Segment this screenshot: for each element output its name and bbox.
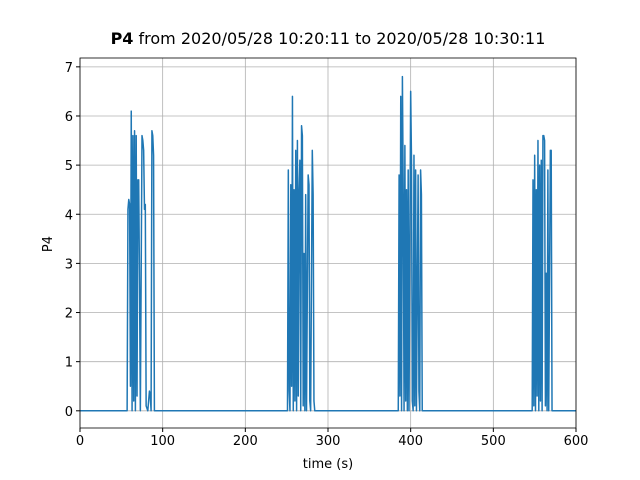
y-tick-label: 6 [65, 110, 73, 125]
y-tick-label: 5 [65, 159, 73, 174]
x-tick-label: 500 [481, 434, 506, 449]
x-tick-label: 0 [76, 434, 84, 449]
y-tick-label: 0 [65, 405, 73, 420]
plot-frame [79, 57, 577, 429]
x-tick-label: 300 [316, 434, 341, 449]
title-bold: P4 [111, 29, 134, 48]
x-tick-label: 400 [398, 434, 423, 449]
chart-title: P4 from 2020/05/28 10:20:11 to 2020/05/2… [111, 29, 546, 48]
data-line [80, 75, 576, 412]
y-tick-label: 7 [65, 61, 73, 76]
y-tick-label: 3 [65, 257, 73, 272]
y-tick-label: 4 [65, 208, 73, 223]
x-tick-label: 600 [564, 434, 589, 449]
x-axis-label: time (s) [303, 457, 353, 472]
title-rest: from 2020/05/28 10:20:11 to 2020/05/28 1… [139, 29, 546, 48]
y-tick-label: 1 [65, 356, 73, 371]
x-tick-label: 200 [233, 434, 258, 449]
y-axis-label: P4 [41, 236, 56, 252]
y-tick-label: 2 [65, 307, 73, 322]
x-tick-label: 100 [150, 434, 175, 449]
